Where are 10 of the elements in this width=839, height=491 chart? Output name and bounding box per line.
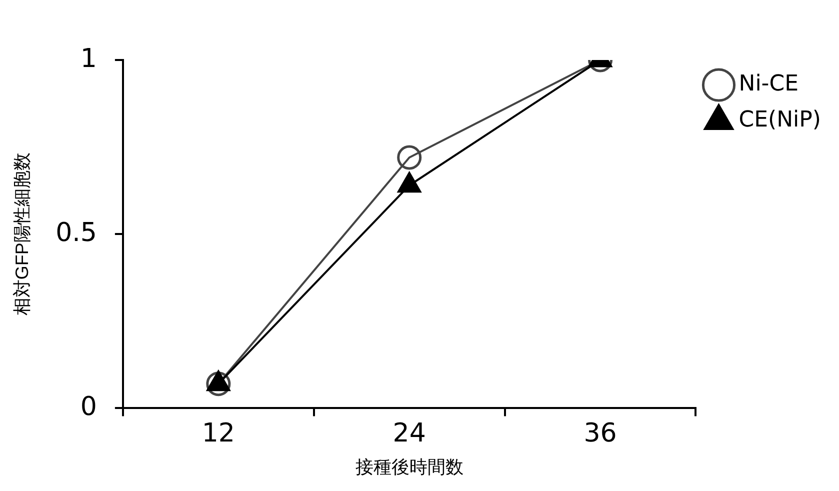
y-tick-label: 0.5 [56,218,97,248]
x-tick-label: 12 [202,418,235,449]
legend-label: CE(NiP) [738,108,821,133]
x-axis-title: 接種後時間数 [355,457,464,478]
y-tick-label: 0 [80,392,97,422]
legend-label: Ni-CE [738,72,799,97]
x-tick-label: 36 [584,418,617,449]
y-tick-label: 1 [80,44,97,74]
x-tick-label: 24 [392,418,426,449]
y-axis-title: 相対GFP陽性細胞数 [12,152,32,316]
